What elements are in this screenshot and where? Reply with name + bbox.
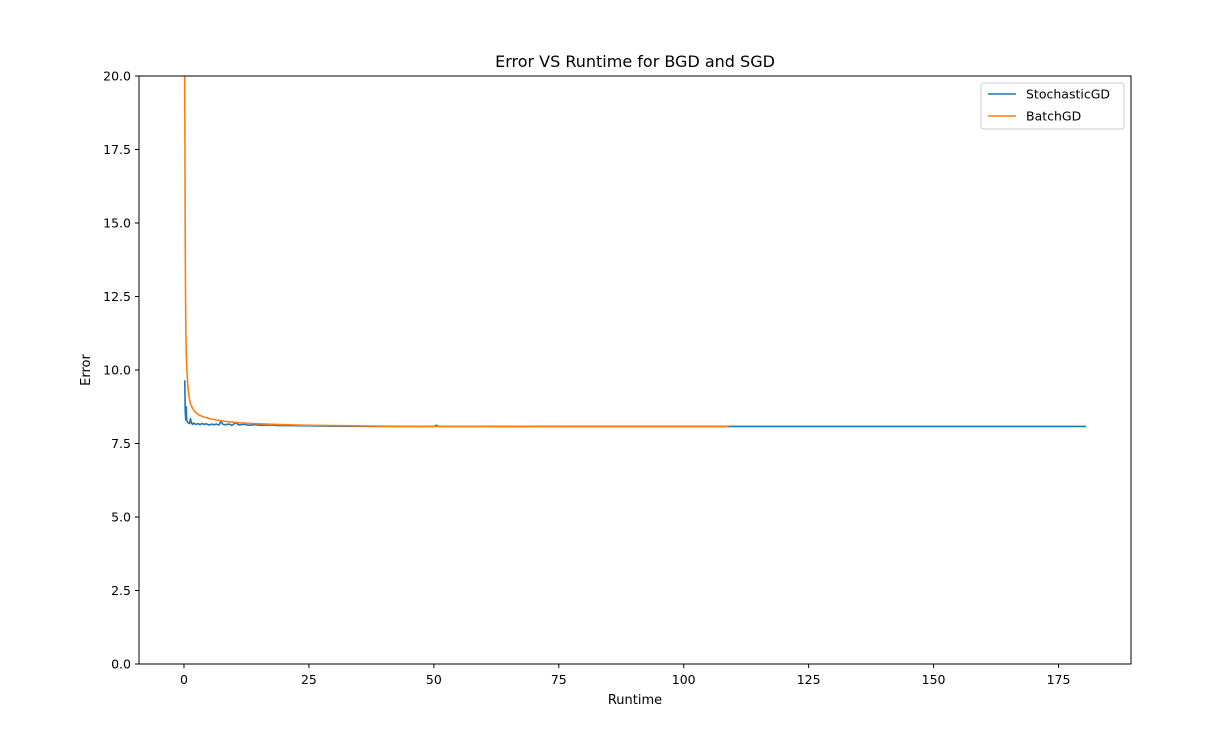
y-tick-label: 20.0 <box>103 69 131 84</box>
y-tick-label: 12.5 <box>103 289 131 304</box>
legend-label-1: BatchGD <box>1026 109 1081 124</box>
chart-title: Error VS Runtime for BGD and SGD <box>495 52 775 71</box>
x-tick-label: 125 <box>797 672 821 687</box>
x-tick-label: 75 <box>551 672 567 687</box>
legend: StochasticGD BatchGD <box>980 82 1125 130</box>
legend-box <box>980 82 1125 130</box>
y-tick-label: 7.5 <box>111 436 131 451</box>
y-axis: 0.0 2.5 5.0 7.5 10.0 12.5 15.0 17.5 20.0 <box>103 69 139 672</box>
x-tick-label: 100 <box>672 672 696 687</box>
plot-frame <box>138 75 1132 665</box>
series-line-0 <box>183 380 1087 428</box>
series-line-1 <box>183 76 729 428</box>
y-tick-label: 0.0 <box>111 657 131 672</box>
y-tick-label: 5.0 <box>111 510 131 525</box>
x-tick-label: 0 <box>180 672 188 687</box>
y-tick-label: 15.0 <box>103 216 131 231</box>
x-tick-label: 50 <box>426 672 442 687</box>
series-layer <box>183 76 1087 428</box>
x-axis: 0 25 50 75 100 125 150 175 <box>180 664 1070 687</box>
y-tick-label: 2.5 <box>111 583 131 598</box>
x-axis-label: Runtime <box>608 693 662 708</box>
legend-label-0: StochasticGD <box>1026 87 1110 102</box>
y-tick-label: 17.5 <box>103 142 131 157</box>
x-tick-label: 175 <box>1047 672 1071 687</box>
y-axis-label: Error <box>79 354 94 386</box>
x-tick-label: 25 <box>301 672 317 687</box>
x-tick-label: 150 <box>922 672 946 687</box>
y-tick-label: 10.0 <box>103 363 131 378</box>
